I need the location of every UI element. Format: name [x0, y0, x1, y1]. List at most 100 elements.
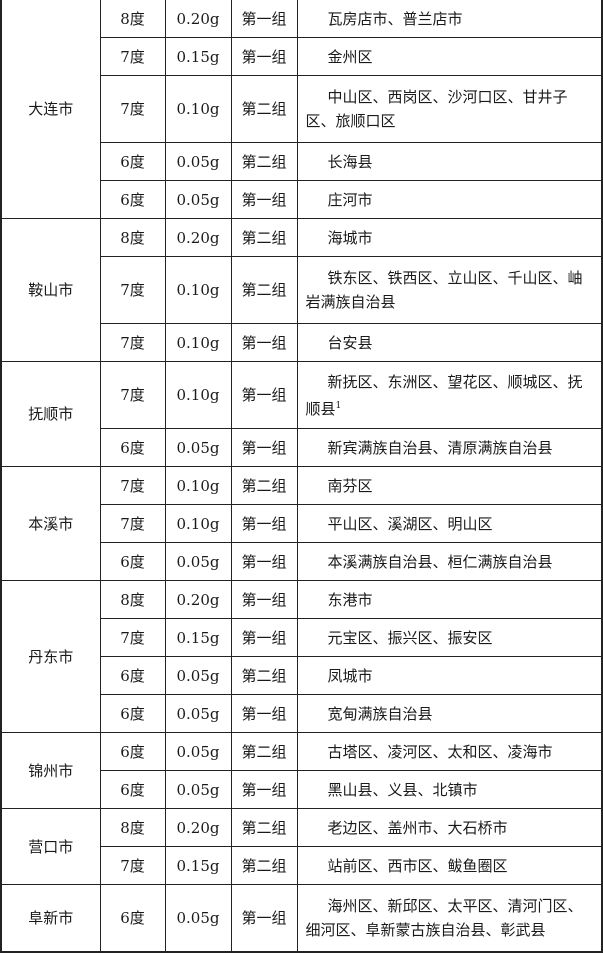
- intensity-cell: 6度: [99, 694, 166, 733]
- areas-text: 古塔区、凌河区、太和区、凌海市: [327, 742, 553, 761]
- acceleration-cell: 0.10g: [164, 75, 232, 143]
- city-cell: 抚顺市: [0, 361, 101, 467]
- areas-cell: 中山区、西岗区、沙河口区、甘井子区、旅顺口区: [296, 75, 603, 143]
- intensity-cell: 8度: [99, 808, 166, 847]
- areas-cell: 铁东区、铁西区、立山区、千山区、岫岩满族自治县: [296, 256, 603, 324]
- city-cell: 阜新市: [0, 884, 101, 953]
- city-cell: 营口市: [0, 808, 101, 885]
- intensity-cell: 8度: [99, 218, 166, 257]
- intensity-cell: 7度: [99, 466, 166, 505]
- table-row: 7度 0.15g 第一组 元宝区、振兴区、振安区: [1, 618, 603, 657]
- table-row: 7度 0.10g 第二组 中山区、西岗区、沙河口区、甘井子区、旅顺口区: [1, 75, 603, 143]
- table-row: 大连市 8度 0.20g 第一组 瓦房店市、普兰店市: [0, 0, 603, 219]
- design-group-cell: 第二组: [230, 142, 298, 181]
- intensity-cell: 7度: [99, 504, 166, 543]
- design-group-cell: 第二组: [230, 808, 298, 847]
- intensity-cell: 6度: [99, 770, 166, 809]
- intensity-cell: 7度: [99, 37, 166, 76]
- acceleration-cell: 0.05g: [164, 770, 232, 809]
- areas-cell: 本溪满族自治县、桓仁满族自治县: [296, 542, 603, 581]
- areas-text: 瓦房店市、普兰店市: [327, 9, 463, 28]
- acceleration-cell: 0.20g: [164, 808, 232, 847]
- design-group-cell: 第二组: [230, 732, 298, 771]
- design-group-cell: 第二组: [230, 256, 298, 324]
- intensity-cell: 6度: [99, 884, 166, 953]
- areas-text: 海州区、新邱区、太平区、清河门区、细河区、阜新蒙古族自治县、彰武县: [305, 897, 583, 939]
- areas-text: 元宝区、振兴区、振安区: [327, 628, 493, 647]
- areas-text: 海城市: [327, 228, 373, 247]
- table-row: 6度 0.05g 第二组 凤城市: [1, 656, 603, 695]
- intensity-cell: 8度: [99, 580, 166, 619]
- acceleration-cell: 0.10g: [164, 466, 232, 505]
- acceleration-cell: 0.15g: [164, 618, 232, 657]
- design-group-cell: 第二组: [230, 75, 298, 143]
- design-group-cell: 第一组: [230, 504, 298, 543]
- acceleration-cell: 0.10g: [164, 361, 232, 429]
- design-group-cell: 第一组: [230, 180, 298, 219]
- design-group-cell: 第一组: [230, 0, 298, 38]
- table-row: 7度 0.10g 第一组 平山区、溪湖区、明山区: [1, 504, 603, 543]
- design-group-cell: 第二组: [230, 218, 298, 257]
- intensity-cell: 6度: [99, 180, 166, 219]
- table-row: 6度 0.05g 第一组 宽甸满族自治县: [1, 694, 603, 733]
- acceleration-cell: 0.05g: [164, 180, 232, 219]
- table-row: 鞍山市 8度 0.20g 第二组 海城市: [0, 218, 603, 362]
- city-cell: 锦州市: [0, 732, 101, 809]
- areas-text: 东港市: [327, 590, 373, 609]
- areas-cell: 瓦房店市、普兰店市: [296, 0, 603, 38]
- areas-cell: 新抚区、东洲区、望花区、顺城区、抚顺县1: [296, 361, 603, 429]
- areas-text: 新宾满族自治县、清原满族自治县: [327, 438, 553, 457]
- footnote-marker: 1: [335, 400, 342, 411]
- areas-text: 南芬区: [327, 476, 373, 495]
- areas-cell: 海州区、新邱区、太平区、清河门区、细河区、阜新蒙古族自治县、彰武县: [296, 884, 603, 953]
- design-group-cell: 第一组: [230, 770, 298, 809]
- city-cell: 大连市: [0, 0, 101, 219]
- areas-cell: 金州区: [296, 37, 603, 76]
- areas-cell: 平山区、溪湖区、明山区: [296, 504, 603, 543]
- table-row: 6度 0.05g 第一组 本溪满族自治县、桓仁满族自治县: [1, 542, 603, 581]
- intensity-cell: 7度: [99, 361, 166, 429]
- table-row: 6度 0.05g 第一组 黑山县、义县、北镇市: [1, 770, 603, 809]
- areas-text: 庄河市: [327, 190, 373, 209]
- acceleration-cell: 0.15g: [164, 37, 232, 76]
- areas-text: 台安县: [327, 333, 373, 352]
- areas-cell: 凤城市: [296, 656, 603, 695]
- intensity-cell: 6度: [99, 428, 166, 467]
- table-row: 丹东市 8度 0.20g 第一组 东港市: [0, 580, 603, 733]
- design-group-cell: 第二组: [230, 656, 298, 695]
- intensity-cell: 7度: [99, 75, 166, 143]
- acceleration-cell: 0.10g: [164, 256, 232, 324]
- areas-cell: 宽甸满族自治县: [296, 694, 603, 733]
- areas-text: 凤城市: [327, 666, 373, 685]
- intensity-cell: 8度: [99, 0, 166, 38]
- design-group-cell: 第一组: [230, 428, 298, 467]
- areas-cell: 古塔区、凌河区、太和区、凌海市: [296, 732, 603, 771]
- table-row: 7度 0.15g 第一组 金州区: [1, 37, 603, 76]
- city-cell: 丹东市: [0, 580, 101, 733]
- acceleration-cell: 0.10g: [164, 323, 232, 362]
- areas-cell: 东港市: [296, 580, 603, 619]
- areas-cell: 新宾满族自治县、清原满族自治县: [296, 428, 603, 467]
- acceleration-cell: 0.20g: [164, 0, 232, 38]
- acceleration-cell: 0.10g: [164, 504, 232, 543]
- table-row: 阜新市 6度 0.05g 第一组 海州区、新邱区、太平区、清河门区、细河区、阜新蒙古族自…: [0, 884, 603, 953]
- areas-cell: 庄河市: [296, 180, 603, 219]
- areas-text: 老边区、盖州市、大石桥市: [327, 818, 508, 837]
- design-group-cell: 第一组: [230, 694, 298, 733]
- acceleration-cell: 0.20g: [164, 218, 232, 257]
- design-group-cell: 第二组: [230, 466, 298, 505]
- intensity-cell: 6度: [99, 142, 166, 181]
- table-row: 7度 0.10g 第二组 铁东区、铁西区、立山区、千山区、岫岩满族自治县: [1, 256, 603, 324]
- acceleration-cell: 0.05g: [164, 656, 232, 695]
- city-cell: 本溪市: [0, 466, 101, 581]
- areas-text: 铁东区、铁西区、立山区、千山区、岫岩满族自治县: [305, 269, 583, 311]
- intensity-cell: 7度: [99, 618, 166, 657]
- areas-cell: 海城市: [296, 218, 603, 257]
- areas-cell: 南芬区: [296, 466, 603, 505]
- acceleration-cell: 0.05g: [164, 142, 232, 181]
- areas-text: 平山区、溪湖区、明山区: [327, 514, 493, 533]
- acceleration-cell: 0.05g: [164, 428, 232, 467]
- acceleration-cell: 0.05g: [164, 694, 232, 733]
